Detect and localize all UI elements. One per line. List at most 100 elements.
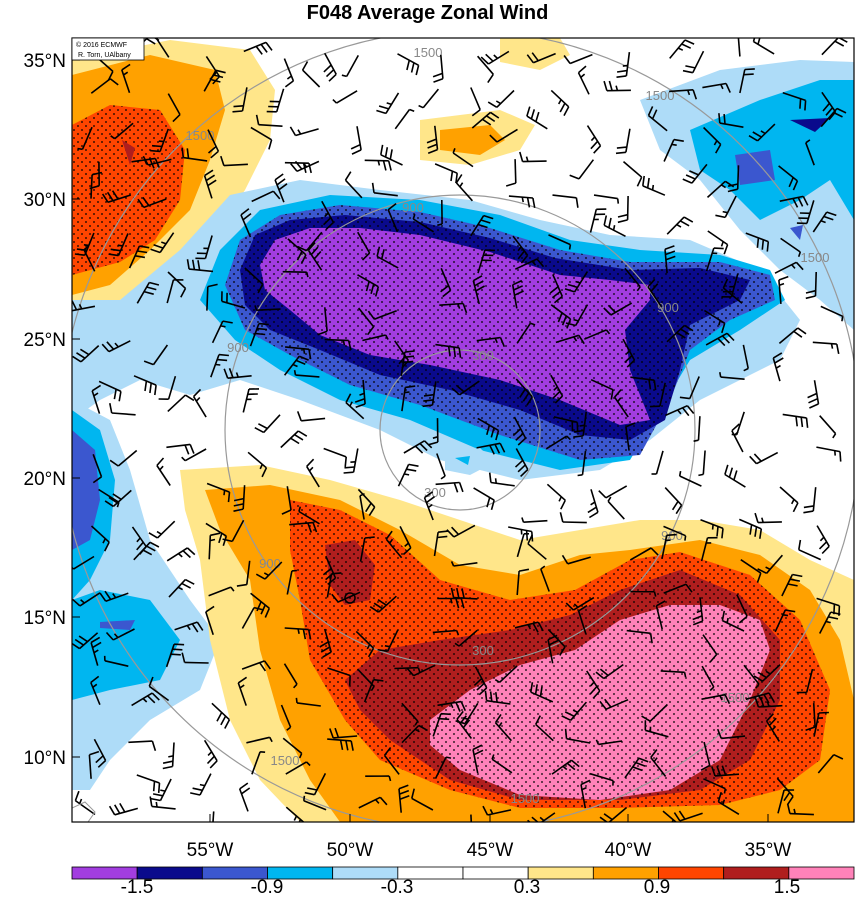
- wind-barb-tick: [242, 212, 252, 221]
- wind-barb-tick: [493, 54, 499, 59]
- wind-barb-tick: [151, 692, 160, 701]
- wind-barb-tick: [738, 31, 743, 33]
- colorbar-label-1-5: 1.5: [774, 877, 800, 898]
- wind-barb: [88, 754, 92, 779]
- wind-barb-tick: [753, 453, 762, 462]
- wind-barb-tick: [313, 250, 322, 260]
- wind-barb-tick: [296, 250, 303, 261]
- wind-barb: [283, 663, 298, 685]
- wind-barb: [80, 345, 100, 363]
- wind-barb-tick: [432, 72, 443, 78]
- wind-barb-tick: [456, 710, 464, 720]
- wind-barb-tick: [121, 63, 131, 71]
- wind-barb-tick: [805, 139, 811, 144]
- wind-barb-tick: [347, 340, 352, 351]
- wind-barb-tick: [254, 426, 265, 434]
- wind-barb-tick: [613, 389, 622, 398]
- wind-barb-tick: [106, 341, 115, 350]
- wind-barb-tick: [727, 188, 738, 193]
- wind-barb-tick: [297, 628, 300, 634]
- wind-barb-tick: [833, 111, 843, 118]
- wind-barb: [199, 773, 212, 796]
- map-title: F048 Average Zonal Wind: [306, 2, 549, 24]
- wind-barb-tick: [384, 334, 389, 340]
- wind-barb-tick: [733, 470, 738, 481]
- wind-barb-tick: [839, 451, 842, 462]
- wind-barb-tick: [521, 196, 524, 203]
- wind-barb-tick: [93, 392, 99, 397]
- wind-barb-tick: [406, 667, 415, 677]
- wind-barb-tick: [783, 791, 791, 802]
- wind-barb-tick: [684, 535, 687, 541]
- wind-barb: [665, 404, 688, 417]
- wind-barb-tick: [551, 290, 561, 299]
- wind-barb-tick: [486, 424, 491, 436]
- wind-barb: [90, 642, 99, 666]
- wind-barb: [359, 495, 365, 520]
- wind-barb-tick: [405, 385, 416, 389]
- contour-label: 1500: [271, 753, 300, 768]
- wind-barb-tick: [204, 169, 214, 177]
- wind-barb: [298, 510, 320, 525]
- wind-barb-tick: [512, 428, 522, 437]
- wind-barb-tick: [348, 675, 351, 686]
- wind-barb-tick: [488, 472, 492, 483]
- wind-barb-tick: [365, 502, 372, 513]
- wind-barb-tick: [756, 572, 762, 583]
- wind-barb-tick: [323, 64, 332, 73]
- wind-barb-tick: [414, 728, 420, 733]
- wind-barb-tick: [253, 606, 264, 611]
- wind-barb: [114, 122, 134, 140]
- wind-barb-tick: [306, 458, 315, 467]
- wind-barb: [580, 784, 587, 809]
- wind-barb-tick: [377, 599, 387, 606]
- wind-barb-tick: [455, 384, 465, 393]
- wind-barb-tick: [161, 241, 167, 245]
- contour-label: 1500: [414, 45, 443, 60]
- wind-barb: [625, 51, 631, 77]
- colorbar-label-neg1-5: -1.5: [121, 877, 154, 898]
- wind-barb-tick: [462, 719, 471, 729]
- wind-barb: [357, 307, 375, 328]
- wind-barb-tick: [406, 60, 411, 71]
- wind-barb-tick: [276, 178, 286, 186]
- wind-barb-tick: [678, 470, 682, 477]
- wind-barb: [166, 279, 175, 304]
- credit-line2: R. Torn, UAlbany: [78, 52, 131, 59]
- wind-barb-tick: [616, 69, 628, 73]
- wind-barb-tick: [263, 572, 270, 577]
- wind-barb: [274, 179, 285, 203]
- wind-barb-tick: [305, 761, 311, 767]
- wind-barb-tick: [455, 598, 460, 609]
- wind-barb: [362, 334, 386, 342]
- wind-barb-tick: [170, 653, 181, 656]
- wind-barb-tick: [577, 474, 583, 477]
- wind-barb: [821, 91, 837, 113]
- wind-barb: [477, 249, 486, 274]
- wind-barb: [362, 379, 366, 405]
- wind-barb-tick: [76, 248, 87, 252]
- wind-barb: [156, 520, 176, 539]
- wind-barb-tick: [790, 499, 795, 505]
- wind-barb-tick: [151, 144, 162, 148]
- wind-barb-tick: [152, 793, 164, 797]
- colorbar-swatch: [788, 866, 855, 880]
- wind-barb-tick: [580, 73, 586, 79]
- wind-barb-tick: [718, 113, 721, 124]
- wind-barb: [152, 344, 169, 366]
- wind-barb-tick: [260, 43, 268, 53]
- wind-barb-tick: [103, 541, 110, 552]
- wind-barb: [398, 788, 402, 813]
- wind-barb: [323, 447, 347, 458]
- wind-barb-tick: [641, 715, 651, 722]
- wind-barb: [743, 664, 760, 685]
- wind-barb-tick: [387, 202, 397, 211]
- wind-barb-tick: [297, 430, 308, 437]
- wind-barb-tick: [83, 244, 89, 247]
- longitude-labels: 55°W 50°W 45°W 40°W 35°W: [187, 840, 792, 861]
- wind-barb: [337, 591, 361, 603]
- wind-barb: [432, 629, 457, 634]
- wind-barb-tick: [142, 155, 149, 166]
- wind-barb-tick: [494, 713, 502, 724]
- wind-barb-tick: [159, 465, 164, 471]
